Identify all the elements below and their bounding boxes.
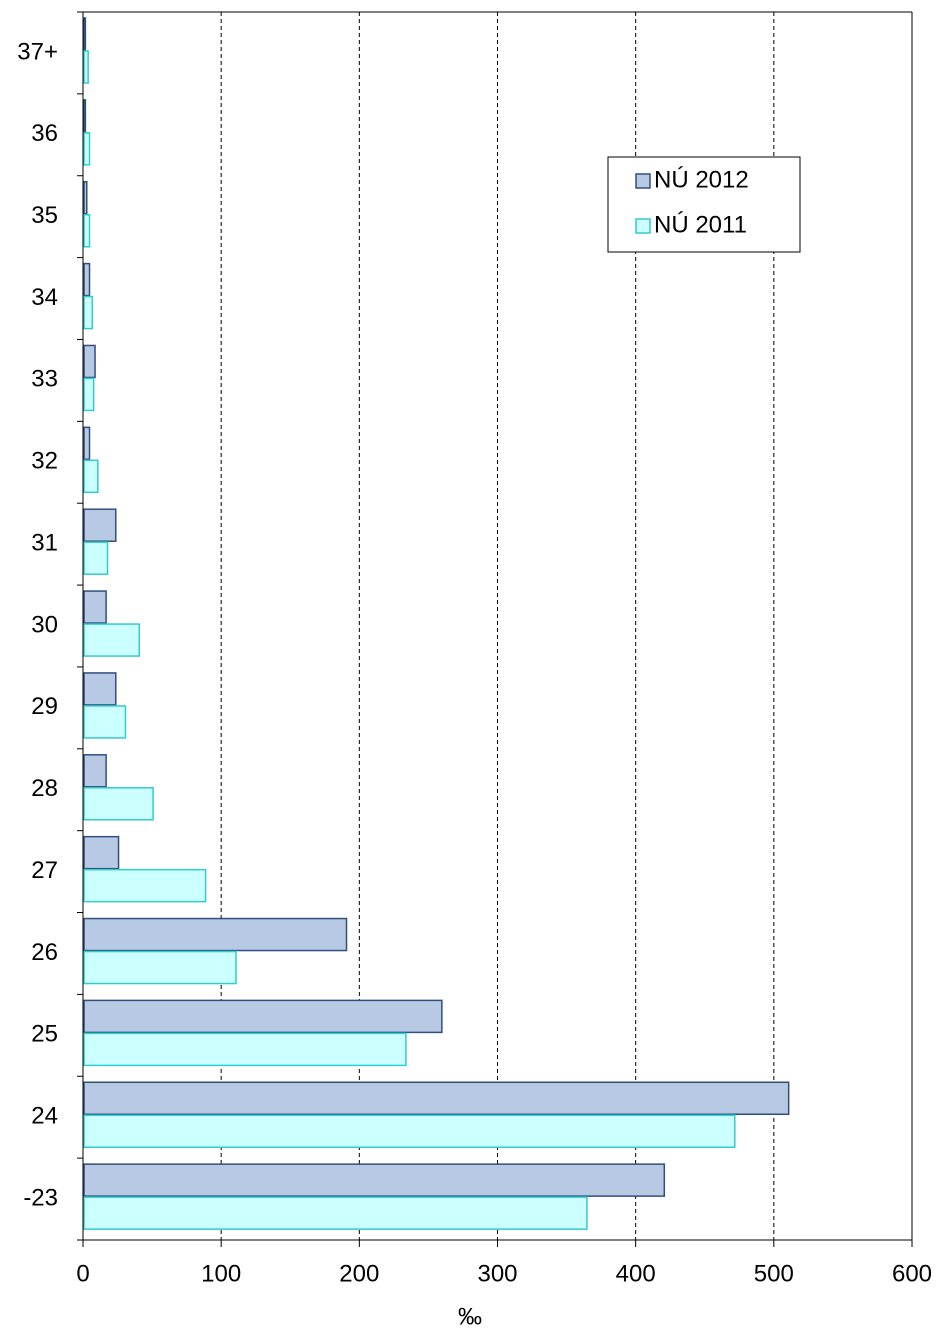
y-tick-label: 26 [31, 939, 58, 966]
bar [83, 672, 117, 706]
x-tick-label: 400 [616, 1260, 656, 1287]
bar [83, 213, 91, 248]
bar [83, 787, 154, 821]
x-tick-label: 600 [892, 1260, 932, 1287]
bar [83, 344, 96, 379]
y-tick-label: 31 [31, 529, 58, 556]
bar [83, 262, 91, 297]
bar [83, 50, 89, 84]
bar [83, 17, 87, 51]
bar [83, 377, 95, 412]
x-tick-label: 100 [201, 1260, 241, 1287]
y-tick-label: 25 [31, 1021, 58, 1048]
legend-box [607, 156, 801, 253]
bar [83, 180, 88, 215]
y-tick-label: 30 [31, 611, 58, 638]
bar [83, 1081, 790, 1116]
bar [83, 1032, 407, 1067]
bar [83, 295, 94, 330]
bar [83, 1196, 588, 1230]
bar [83, 999, 443, 1034]
bar [83, 623, 141, 657]
x-axis-label: ‰ [458, 1303, 482, 1330]
x-tick-label: 300 [477, 1260, 517, 1287]
bar [83, 950, 237, 985]
y-tick-label: 34 [31, 284, 58, 311]
bar [83, 1163, 666, 1197]
legend-label: NÚ 2011 [654, 211, 747, 238]
bar [83, 754, 107, 788]
bar [83, 459, 99, 494]
y-tick-label: 24 [31, 1103, 58, 1130]
x-tick-label: 0 [76, 1260, 89, 1287]
x-tick-label: 500 [754, 1260, 794, 1287]
bar [83, 835, 120, 870]
bar [83, 99, 87, 133]
bar [83, 426, 91, 461]
y-tick-label: 33 [31, 366, 58, 393]
bar [83, 590, 107, 624]
y-tick-label: 32 [31, 448, 58, 475]
bar [83, 541, 109, 575]
legend: NÚ 2012 NÚ 2011 [607, 156, 801, 253]
y-tick-label: 37+ [17, 38, 58, 65]
bar [83, 705, 127, 739]
y-tick-label: 28 [31, 775, 58, 802]
bar [83, 868, 207, 903]
bar [83, 917, 348, 952]
legend-label: NÚ 2012 [654, 166, 749, 193]
y-tick-label: 36 [31, 120, 58, 147]
y-tick-label: 35 [31, 202, 58, 229]
y-tick-label: 27 [31, 857, 58, 884]
legend-swatch [635, 218, 651, 234]
bar [83, 132, 91, 166]
bar [83, 508, 117, 542]
x-tick-label: 200 [339, 1260, 379, 1287]
y-tick-label: 29 [31, 693, 58, 720]
legend-swatch [635, 173, 651, 189]
bar [83, 1114, 736, 1149]
y-tick-label: -23 [23, 1184, 58, 1211]
